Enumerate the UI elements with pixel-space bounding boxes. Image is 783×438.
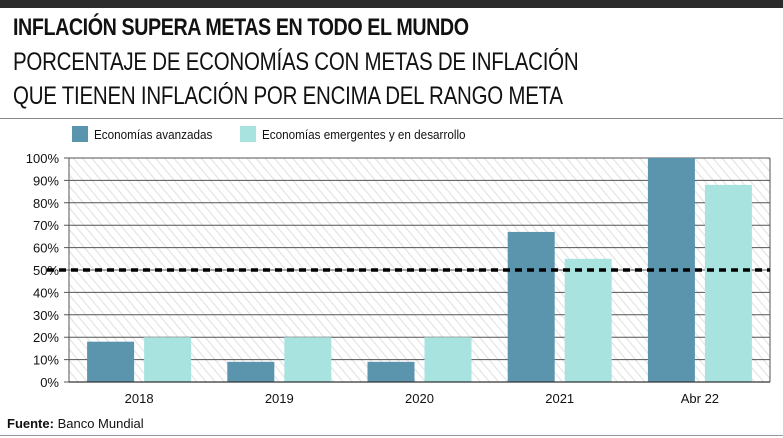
top-bar [0,0,783,8]
y-tick-label: 20% [33,330,59,345]
chart-subtitle-line-2: QUE TIENEN INFLACIÓN POR ENCIMA DEL RANG… [13,82,563,110]
footer-divider [0,435,783,436]
legend-item-emerging: Economías emergentes y en desarrollo [239,126,488,142]
legend: Economías avanzadas Economías emergentes… [72,126,502,142]
bar-chart: 0% 10% 20% 30% 40% 50% 60% 70% 80% 90% 100% 2018 201… [26,151,771,406]
y-tick-label: 30% [33,308,59,323]
bar-emerging [144,337,192,382]
y-tick-label: 70% [33,218,59,233]
y-tick-label: 60% [33,241,59,256]
bar-advanced [87,341,135,382]
x-tick-label: 2020 [405,391,434,406]
header-divider [0,118,783,119]
legend-item-advanced: Economías avanzadas [72,126,226,142]
y-tick-label: 50% [33,263,59,278]
y-tick-label: 10% [33,353,59,368]
legend-label-advanced: Economías avanzadas [94,126,213,142]
x-tick-label: Abr 22 [681,391,719,406]
y-tick-label: 90% [33,173,59,188]
source-value: Banco Mundial [57,416,144,431]
bar-emerging [284,337,332,382]
bar-emerging [704,184,752,382]
x-tick-label: 2019 [265,391,294,406]
legend-label-emerging: Economías emergentes y en desarrollo [261,126,466,142]
bar-advanced [367,361,415,382]
bar-emerging [424,337,472,382]
y-tick-label: 0% [40,375,59,390]
x-tick-label: 2021 [545,391,574,406]
source-label: Fuente: [7,416,54,431]
y-tick-label: 100% [26,151,60,166]
bar-advanced [227,361,275,382]
x-tick-label: 2018 [125,391,154,406]
chart-subtitle-line-1: PORCENTAJE DE ECONOMÍAS CON METAS DE INF… [13,48,579,76]
legend-swatch-advanced [72,126,88,142]
source-note: Fuente: Banco Mundial [7,416,144,431]
y-tick-label: 40% [33,285,59,300]
bar-advanced [507,231,555,382]
bar-emerging [564,258,612,382]
legend-swatch-emerging [239,126,256,142]
y-tick-label: 80% [33,196,59,211]
chart-title: INFLACIÓN SUPERA METAS EN TODO EL MUNDO [13,14,469,41]
